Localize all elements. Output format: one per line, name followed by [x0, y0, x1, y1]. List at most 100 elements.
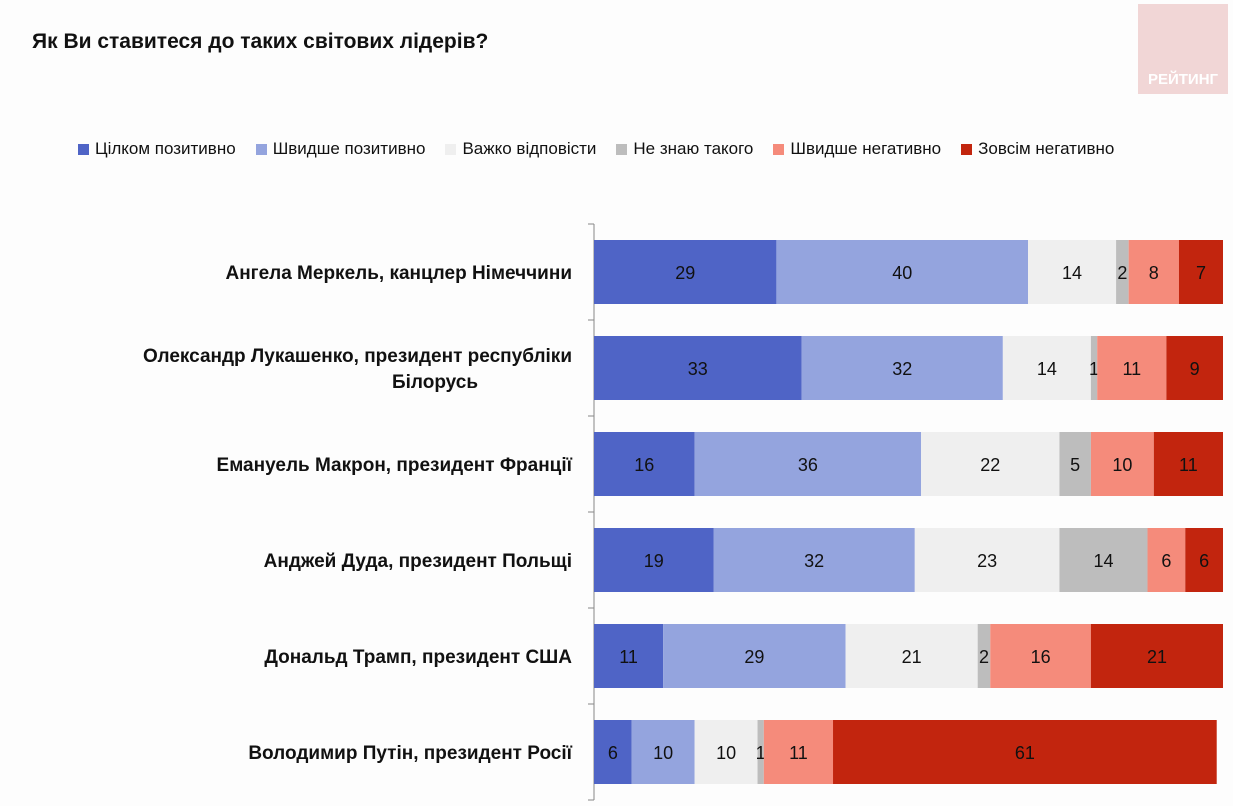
data-label: 1 — [756, 743, 766, 763]
data-label: 5 — [1070, 455, 1080, 475]
bar-segment — [1185, 528, 1223, 592]
category-label: Білорусь — [392, 372, 478, 393]
legend-item: Зовсім негативно — [961, 139, 1114, 159]
category-label: Анджей Дуда, президент Польщі — [264, 551, 572, 572]
bar-segment — [776, 240, 1029, 304]
bar-segment — [990, 624, 1091, 688]
legend-label: Зовсім негативно — [978, 139, 1115, 158]
bar-segment — [663, 624, 846, 688]
legend-swatch — [961, 143, 973, 155]
bar-segment — [1147, 528, 1186, 592]
data-label: 19 — [644, 551, 664, 571]
bar-segment — [1166, 336, 1223, 400]
bar-segment — [1059, 432, 1091, 496]
legend-item: Швидше негативно — [773, 139, 941, 159]
bar-segment — [694, 432, 922, 496]
bar-segment — [631, 720, 695, 784]
legend-swatch — [78, 143, 89, 155]
data-label: 22 — [980, 455, 1000, 475]
data-label: 21 — [902, 647, 922, 667]
data-label: 11 — [1122, 359, 1141, 379]
category-label: Володимир Путін, президент Росії — [248, 743, 572, 764]
category-label: Дональд Трамп, президент США — [264, 647, 572, 668]
bar-segment — [1059, 528, 1148, 592]
legend-swatch — [616, 143, 628, 155]
data-label: 32 — [804, 551, 824, 571]
data-label: 29 — [744, 647, 764, 667]
bar-segment — [1002, 336, 1091, 400]
bar-segment — [1028, 240, 1117, 304]
bar-segment — [594, 432, 695, 496]
bar-segment — [594, 336, 802, 400]
bar-segment — [1178, 240, 1223, 304]
data-label: 16 — [1031, 647, 1051, 667]
data-label: 8 — [1149, 263, 1159, 283]
bar-segment — [1116, 240, 1129, 304]
legend-item: Цілком позитивно — [78, 139, 236, 159]
rating-logo: РЕЙТИНГ — [1138, 4, 1228, 94]
bar-segment — [921, 432, 1060, 496]
data-label: 6 — [608, 743, 618, 763]
data-label: 9 — [1190, 359, 1200, 379]
bar-segment — [1090, 336, 1098, 400]
bar-segment — [594, 624, 664, 688]
bar-segment — [1128, 240, 1179, 304]
legend-swatch — [255, 143, 267, 155]
data-label: 11 — [619, 647, 638, 667]
data-label: 14 — [1062, 263, 1082, 283]
legend-item: Не знаю такого — [616, 139, 753, 159]
data-label: 36 — [798, 455, 818, 475]
legend-label: Швидше негативно — [790, 139, 942, 158]
data-label: 14 — [1093, 551, 1113, 571]
bar-segment — [1097, 336, 1167, 400]
legend-label: Не знаю такого — [633, 139, 754, 158]
logo-text: РЕЙТИНГ — [1147, 71, 1219, 88]
data-label: 7 — [1196, 263, 1206, 283]
data-label: 6 — [1199, 551, 1209, 571]
data-label: 11 — [1179, 455, 1198, 475]
category-label: Ангела Меркель, канцлер Німеччини — [225, 263, 572, 284]
bar-segment — [594, 240, 777, 304]
data-label: 10 — [716, 743, 736, 763]
legend-item: Важко відповісти — [445, 139, 596, 159]
category-label: Емануель Макрон, президент Франції — [217, 455, 573, 476]
data-label: 61 — [1015, 743, 1035, 763]
data-label: 33 — [688, 359, 708, 379]
data-label: 2 — [1117, 263, 1127, 283]
data-label: 10 — [653, 743, 673, 763]
data-label: 2 — [979, 647, 989, 667]
data-label: 16 — [634, 455, 654, 475]
bar-segment — [833, 720, 1217, 784]
data-label: 1 — [1089, 359, 1099, 379]
legend-label: Цілком позитивно — [95, 139, 236, 158]
data-label: 32 — [892, 359, 912, 379]
data-label: 11 — [789, 743, 808, 763]
bar-segment — [801, 336, 1003, 400]
bar-segment — [713, 528, 915, 592]
data-label: 6 — [1161, 551, 1171, 571]
data-label: 29 — [675, 263, 695, 283]
legend-swatch — [773, 143, 785, 155]
legend-item: Швидше позитивно — [255, 139, 426, 159]
category-label: Олександр Лукашенко, президент республік… — [143, 346, 572, 367]
data-label: 40 — [892, 263, 912, 283]
bar-segment — [1153, 432, 1223, 496]
legend: Цілком позитивно Швидше позитивно Важко ві… — [78, 139, 1114, 159]
data-label: 14 — [1037, 359, 1057, 379]
data-label: 10 — [1112, 455, 1132, 475]
bar-segment — [594, 720, 632, 784]
data-label: 21 — [1147, 647, 1167, 667]
bar-segment — [1090, 624, 1223, 688]
bar-segment — [594, 528, 714, 592]
bar-segment — [694, 720, 758, 784]
legend-label: Швидше позитивно — [272, 139, 426, 158]
bar-segment — [763, 720, 834, 784]
data-label: 23 — [977, 551, 997, 571]
bar-segment — [1090, 432, 1154, 496]
chart-title: Як Ви ставитеся до таких світових лідері… — [32, 30, 489, 53]
bar-segment — [757, 720, 764, 784]
bar-segment — [977, 624, 991, 688]
bar-segment — [914, 528, 1060, 592]
legend-label: Важко відповісти — [462, 139, 597, 158]
